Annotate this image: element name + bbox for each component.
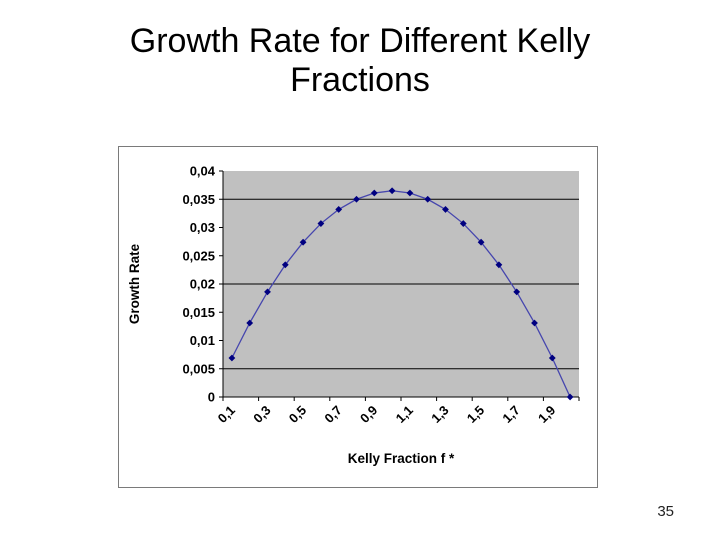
y-tick-label: 0,01 bbox=[190, 333, 215, 348]
growth-rate-chart: 0 0,005 0,01 0,015 0,02 0,025 0,03 0,035 0,04 0,1… bbox=[118, 146, 598, 488]
y-tick-label: 0,02 bbox=[190, 277, 215, 292]
x-tick-label: 0,3 bbox=[250, 403, 273, 426]
data-point-marker bbox=[264, 288, 271, 296]
data-point-marker bbox=[246, 319, 254, 327]
x-axis-labels: 0,1 0,3 0,5 0,7 0,9 1,1 1,3 1,5 1,7 1,9 bbox=[215, 403, 559, 426]
data-point-marker bbox=[406, 189, 414, 197]
data-point-marker bbox=[317, 220, 325, 227]
x-tick-label: 1,3 bbox=[428, 403, 451, 426]
x-tick-label: 1,7 bbox=[499, 403, 522, 426]
data-point-marker bbox=[477, 238, 485, 246]
y-tick-label: 0 bbox=[208, 390, 215, 405]
x-tick-label: 0,9 bbox=[357, 403, 380, 426]
x-axis-ticks bbox=[222, 397, 580, 401]
y-tick-label: 0,025 bbox=[182, 248, 215, 263]
data-point-marker bbox=[548, 354, 556, 362]
y-axis-title: Growth Rate bbox=[127, 243, 142, 324]
data-point-marker bbox=[459, 220, 467, 227]
y-tick-label: 0,035 bbox=[182, 192, 215, 207]
page-number: 35 bbox=[657, 503, 674, 520]
data-point-marker bbox=[424, 195, 432, 203]
x-tick-label: 1,5 bbox=[464, 403, 487, 426]
data-point-marker bbox=[281, 261, 289, 269]
y-tick-label: 0,005 bbox=[182, 361, 215, 376]
y-axis-labels: 0 0,005 0,01 0,015 0,02 0,025 0,03 0,035 0,04 bbox=[182, 164, 223, 405]
data-point-marker bbox=[299, 238, 307, 246]
chart-canvas: 0 0,005 0,01 0,015 0,02 0,025 0,03 0,035 0,04 0,1… bbox=[127, 164, 580, 466]
data-point-marker bbox=[531, 319, 538, 327]
x-tick-label: 0,1 bbox=[215, 403, 238, 426]
x-tick-label: 0,5 bbox=[286, 403, 309, 426]
data-point-marker bbox=[228, 354, 236, 362]
data-point-marker bbox=[566, 393, 574, 401]
data-point-marker bbox=[495, 261, 503, 269]
data-point-marker bbox=[513, 288, 521, 296]
x-tick-label: 1,1 bbox=[393, 403, 416, 426]
data-point-marker bbox=[370, 189, 378, 197]
x-axis-title: Kelly Fraction f * bbox=[348, 451, 455, 466]
title-line-1: Growth Rate for Different Kelly bbox=[129, 22, 591, 60]
gridlines bbox=[223, 198, 579, 370]
y-tick-label: 0,04 bbox=[190, 164, 216, 179]
data-point-marker bbox=[388, 187, 396, 195]
data-point-marker bbox=[335, 206, 343, 213]
y-tick-label: 0,015 bbox=[182, 305, 215, 320]
y-tick-label: 0,03 bbox=[190, 220, 215, 235]
x-tick-label: 1,9 bbox=[535, 403, 558, 426]
page-title: Growth Rate for Different Kelly Fractions bbox=[0, 22, 720, 101]
x-tick-label: 0,7 bbox=[321, 403, 344, 426]
series-line bbox=[231, 190, 571, 398]
data-point-marker bbox=[442, 206, 449, 213]
title-line-2: Fractions bbox=[290, 61, 430, 100]
